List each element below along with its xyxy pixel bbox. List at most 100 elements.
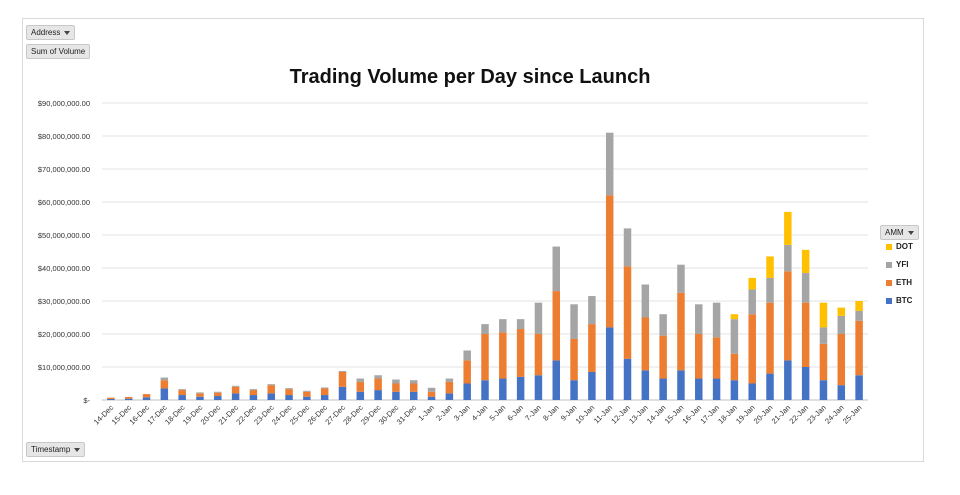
bar-segment-yfi — [374, 375, 382, 379]
bar-segment-btc — [303, 396, 311, 400]
chevron-down-icon — [907, 230, 914, 235]
bar-segment-yfi — [320, 387, 329, 389]
bar-segment-yfi — [570, 304, 578, 339]
x-tick-label: 20-Jan — [752, 403, 775, 426]
bar-segment-btc — [124, 398, 133, 400]
bar-segment-yfi — [463, 350, 471, 361]
bar-segment-btc — [748, 383, 756, 400]
chevron-down-icon — [64, 30, 71, 35]
bar-segment-eth — [427, 391, 436, 397]
bar-segment-eth — [124, 397, 133, 399]
bar-segment-eth — [837, 334, 846, 386]
bar-segment-yfi — [249, 389, 258, 391]
legend-label-dot: DOT — [896, 242, 913, 251]
bar-segment-dot — [837, 307, 846, 316]
bar-segment-yfi — [516, 319, 525, 330]
x-tick-label: 16-Jan — [681, 403, 704, 426]
bar-segment-eth — [801, 302, 810, 367]
x-tick-label: 2-Jan — [434, 403, 454, 423]
bar-segment-yfi — [748, 289, 756, 315]
bar-segment-btc — [801, 367, 810, 400]
bar-segment-btc — [214, 396, 222, 400]
bar-segment-eth — [303, 391, 311, 397]
bar-segment-eth — [605, 195, 614, 328]
bar-segment-eth — [338, 371, 347, 387]
bar-segment-dot — [855, 301, 863, 311]
address-filter-button[interactable]: Address — [26, 25, 76, 40]
legend-label-btc: BTC — [896, 296, 913, 305]
bar-segment-yfi — [214, 391, 222, 393]
x-tick-label: 25-Jan — [841, 403, 864, 426]
bar-segment-yfi — [605, 132, 614, 196]
y-tick-label: $70,000,000.00 — [38, 165, 90, 174]
bar-segment-eth — [160, 380, 169, 389]
bar-segment-btc — [249, 395, 258, 400]
bar-segment-yfi — [356, 378, 365, 382]
x-tick-label: 13-Jan — [627, 403, 650, 426]
bar-segment-eth — [231, 386, 240, 394]
bar-segment-yfi — [338, 370, 347, 372]
bar-segment-eth — [392, 383, 400, 392]
bar-segment-eth — [677, 292, 685, 371]
y-tick-label: $90,000,000.00 — [38, 99, 90, 108]
bar-segment-eth — [623, 266, 632, 359]
bar-segment-yfi — [855, 310, 863, 321]
bar-segment-yfi — [819, 327, 828, 344]
bar-segment-eth — [855, 320, 863, 376]
bar-segment-btc — [231, 393, 240, 400]
bar-segment-yfi — [427, 387, 436, 392]
bar-segment-btc — [196, 396, 204, 400]
bar-segment-btc — [160, 388, 169, 400]
bar-segment-eth — [267, 385, 275, 394]
bar-segment-yfi — [178, 389, 186, 391]
bar-segment-btc — [623, 358, 632, 400]
bar-segment-btc — [285, 395, 293, 400]
bar-segment-yfi — [641, 284, 650, 318]
bar-segment-btc — [499, 378, 507, 400]
x-tick-label: 22-Jan — [787, 403, 810, 426]
measure-field-label: Sum of Volume — [31, 47, 86, 56]
legend-label-yfi: YFI — [896, 260, 909, 269]
bar-segment-yfi — [160, 377, 169, 381]
bar-segment-btc — [516, 376, 525, 400]
measure-field-button[interactable]: Sum of Volume — [26, 44, 91, 59]
x-tick-label: 7-Jan — [523, 403, 543, 423]
timestamp-filter-button[interactable]: Timestamp — [26, 442, 86, 457]
bar-segment-yfi — [552, 246, 560, 292]
bar-segment-btc — [605, 327, 614, 400]
bar-segment-yfi — [499, 319, 507, 333]
x-tick-label: 10-Jan — [574, 403, 597, 426]
bar-segment-btc — [712, 378, 721, 400]
bar-segment-dot — [801, 249, 810, 273]
bar-segment-yfi — [677, 264, 685, 293]
x-tick-label: 23-Jan — [805, 403, 828, 426]
bar-segment-btc — [819, 380, 828, 400]
bar-segment-btc — [766, 373, 774, 400]
bar-segment-eth — [766, 302, 774, 374]
y-tick-label: $50,000,000.00 — [38, 231, 90, 240]
bar-segment-btc — [178, 395, 186, 400]
bar-segment-eth — [534, 334, 543, 376]
bar-segment-yfi — [392, 379, 400, 384]
bar-segment-eth — [214, 392, 222, 397]
legend-swatch-eth — [886, 280, 892, 286]
bar-segment-eth — [374, 378, 382, 391]
bar-segment-yfi — [481, 324, 489, 334]
bar-segment-btc — [695, 378, 703, 400]
legend-swatch-dot — [886, 244, 892, 250]
bar-segment-eth — [410, 383, 418, 392]
bar-segment-eth — [445, 381, 454, 394]
bar-segment-btc — [570, 380, 578, 400]
bar-segment-btc — [481, 380, 489, 400]
bar-segment-yfi — [801, 272, 810, 303]
bar-segment-yfi — [659, 314, 667, 336]
amm-filter-button[interactable]: AMM — [880, 225, 919, 240]
bar-segment-yfi — [534, 302, 543, 334]
bar-segment-btc — [107, 399, 115, 400]
bar-segment-btc — [463, 383, 471, 400]
bar-segment-eth — [516, 329, 525, 377]
bar-segment-eth — [641, 317, 650, 371]
bar-segment-btc — [392, 391, 400, 400]
y-tick-label: $- — [83, 396, 90, 405]
